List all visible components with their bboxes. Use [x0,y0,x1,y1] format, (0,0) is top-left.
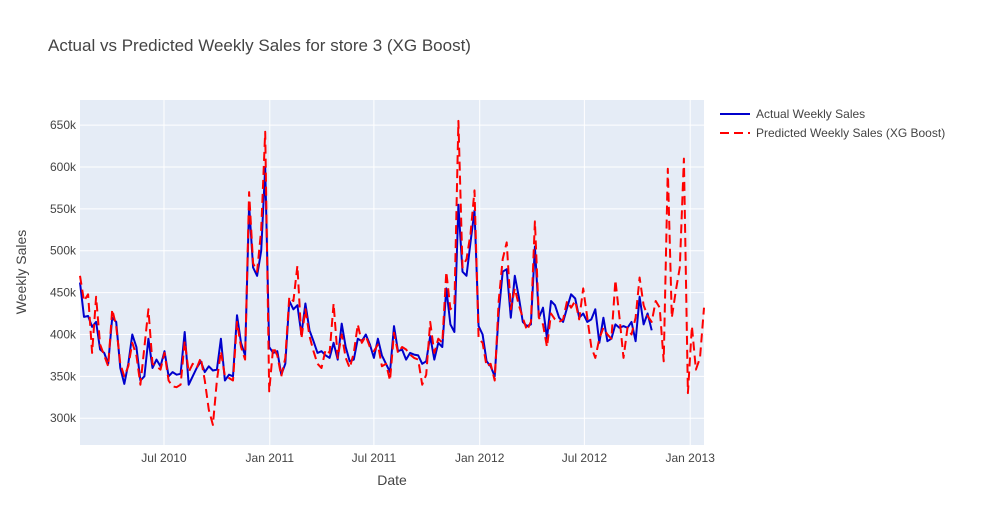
legend-label-predicted: Predicted Weekly Sales (XG Boost) [756,126,945,140]
y-tick-label: 650k [50,118,77,132]
y-tick-label: 300k [50,411,77,425]
x-tick-label: Jan 2012 [455,451,505,465]
plot-area [80,100,704,445]
y-tick-label: 600k [50,160,77,174]
x-tick-label: Jul 2012 [562,451,608,465]
legend-label-actual: Actual Weekly Sales [756,107,865,121]
x-axis-title: Date [377,472,407,488]
legend[interactable]: Actual Weekly Sales Predicted Weekly Sal… [720,107,945,140]
x-tick-label: Jan 2013 [666,451,716,465]
y-axis-title: Weekly Sales [13,230,29,315]
y-tick-label: 500k [50,244,77,258]
x-tick-label: Jul 2011 [352,451,397,465]
y-tick-label: 350k [50,369,77,383]
y-tick-label: 400k [50,327,77,341]
y-axis: 300k 350k 400k 450k 500k 550k 600k 650k [50,118,77,425]
y-tick-label: 550k [50,202,77,216]
x-tick-label: Jan 2011 [246,451,295,465]
chart-title: Actual vs Predicted Weekly Sales for sto… [48,36,471,55]
y-tick-label: 450k [50,286,77,300]
series-line-predicted[interactable] [79,119,705,426]
x-axis: Jul 2010 Jan 2011 Jul 2011 Jan 2012 Jul 2012… [141,451,715,465]
grid [80,100,704,445]
series-line-actual[interactable] [79,166,653,386]
legend-item-predicted[interactable]: Predicted Weekly Sales (XG Boost) [720,126,945,140]
legend-item-actual[interactable]: Actual Weekly Sales [720,107,865,121]
x-tick-label: Jul 2010 [141,451,187,465]
series-layer [79,119,705,426]
